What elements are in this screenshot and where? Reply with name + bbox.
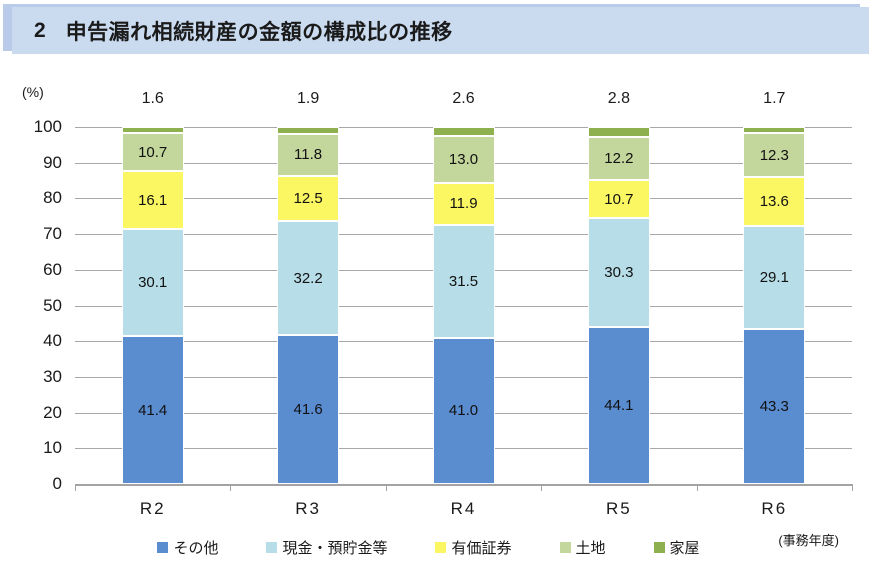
legend: その他 現金・預貯金等 有価証券 土地 家屋 <box>75 537 782 558</box>
segment-value-label: 41.0 <box>448 402 479 420</box>
segment-value-label: 11.9 <box>449 195 478 213</box>
legend-item: 土地 <box>559 537 606 558</box>
y-tick-label: 60 <box>43 259 62 279</box>
bar-segment: 10.7 <box>587 180 650 219</box>
above-bar-value-label: 1.7 <box>763 90 786 107</box>
y-tick-label: 80 <box>43 188 62 208</box>
bar-segment: 13.6 <box>743 176 806 226</box>
segment-value-label: 13.6 <box>759 192 789 210</box>
segment-value-label: 16.1 <box>138 191 168 209</box>
bar-segment <box>432 127 495 137</box>
y-tick-label: 0 <box>52 474 62 493</box>
segment-value-label: 31.5 <box>448 272 479 290</box>
legend-item: 現金・預貯金等 <box>266 537 387 558</box>
legend-label: 家屋 <box>669 540 700 557</box>
x-category-label: R2 <box>139 499 166 518</box>
y-tick-label: 20 <box>43 402 62 422</box>
bar-segment: 30.1 <box>121 228 184 337</box>
bar-segment: 12.5 <box>277 175 340 221</box>
x-axis-tick <box>696 484 698 491</box>
y-tick-label: 40 <box>43 331 62 351</box>
legend-label: 有価証券 <box>451 540 512 557</box>
segment-value-label: 30.1 <box>138 273 168 291</box>
bar-segment: 16.1 <box>121 171 184 229</box>
bar-segment <box>743 127 806 134</box>
x-category-label: R6 <box>761 499 788 518</box>
bar-segment: 44.1 <box>587 326 650 484</box>
bar-segment: 43.3 <box>743 329 806 484</box>
bar-segment: 31.5 <box>432 225 495 338</box>
section-number: 2 <box>34 18 46 42</box>
bar-segment: 41.6 <box>277 335 340 484</box>
segment-value-label: 41.6 <box>293 401 323 419</box>
y-tick-label: 90 <box>43 152 62 172</box>
legend-swatch-icon <box>653 542 665 553</box>
segment-value-label: 32.2 <box>293 269 323 287</box>
above-bar-value-label: 1.9 <box>296 90 320 107</box>
legend-item: 家屋 <box>653 537 700 558</box>
segment-value-label: 12.2 <box>604 149 634 167</box>
bar-segment: 29.1 <box>743 225 806 330</box>
bar-segment: 12.3 <box>743 133 806 177</box>
segment-value-label: 13.0 <box>448 150 479 168</box>
y-tick-label: 10 <box>43 438 62 458</box>
legend-swatch-icon <box>266 542 278 553</box>
y-tick-label: 70 <box>43 224 62 244</box>
legend-label: その他 <box>173 540 219 557</box>
above-bar-value-label: 1.6 <box>141 90 164 107</box>
bar-segment: 30.3 <box>587 218 650 327</box>
bar-segment <box>277 127 340 134</box>
legend-item: その他 <box>157 537 218 558</box>
x-axis-tick <box>852 484 853 491</box>
segment-value-label: 41.4 <box>138 401 168 419</box>
legend-swatch-icon <box>157 542 169 553</box>
bar-segment <box>121 127 184 134</box>
title-bar: 2 申告漏れ相続財産の金額の構成比の推移 <box>12 7 869 54</box>
x-category-label: R4 <box>450 499 477 518</box>
bar-segment: 11.8 <box>277 133 340 176</box>
segment-value-label: 29.1 <box>759 268 789 286</box>
legend-swatch-icon <box>559 542 571 553</box>
segment-value-label: 43.3 <box>759 398 789 416</box>
bar-segment: 13.0 <box>432 136 495 183</box>
segment-value-label: 44.1 <box>604 396 634 414</box>
segment-value-label: 30.3 <box>604 263 634 281</box>
x-axis-tick <box>75 484 76 491</box>
segment-value-label: 12.3 <box>759 146 789 164</box>
bar-segment: 10.7 <box>121 133 184 172</box>
x-axis-tick <box>541 484 543 491</box>
legend-label: 土地 <box>575 540 606 557</box>
legend-label: 現金・預貯金等 <box>282 540 388 557</box>
x-axis-line <box>75 484 852 486</box>
x-axis-tick <box>385 484 387 491</box>
y-tick-label: 30 <box>43 366 62 386</box>
segment-value-label: 12.5 <box>293 189 323 207</box>
bar-segment: 41.4 <box>121 336 184 484</box>
above-bar-value-label: 2.8 <box>607 90 631 107</box>
x-category-label: R5 <box>606 499 632 518</box>
y-tick-label: 100 <box>33 117 62 136</box>
segment-value-label: 10.7 <box>138 143 168 161</box>
page-title: 申告漏れ相続財産の金額の構成比の推移 <box>65 20 453 44</box>
x-category-label: R3 <box>295 499 321 518</box>
bar-segment: 41.0 <box>432 337 495 484</box>
legend-swatch-icon <box>435 542 447 553</box>
bar-segment <box>587 126 650 137</box>
x-axis-note: (事務年度) <box>778 533 839 548</box>
segment-value-label: 11.8 <box>294 146 323 164</box>
x-axis-tick <box>230 484 232 491</box>
legend-item: 有価証券 <box>435 537 512 558</box>
bar-segment: 32.2 <box>277 220 340 336</box>
bar-segment: 11.9 <box>432 182 495 226</box>
bar-segment: 12.2 <box>587 136 650 181</box>
segment-value-label: 10.7 <box>604 190 634 208</box>
above-bar-value-label: 2.6 <box>452 90 475 107</box>
y-tick-label: 50 <box>43 295 62 315</box>
y-axis-unit-label: (%) <box>22 84 44 100</box>
